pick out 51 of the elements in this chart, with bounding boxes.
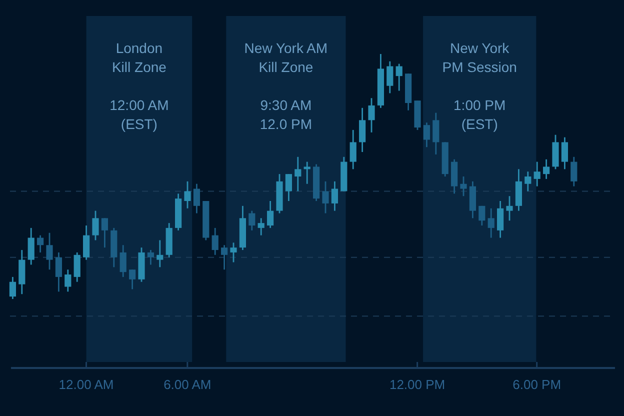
candlestick	[248, 210, 256, 232]
candlestick	[230, 242, 237, 263]
candlestick	[432, 112, 440, 156]
candlestick	[46, 232, 53, 270]
x-tick-label: 12.00 AM	[58, 377, 114, 392]
candlestick	[258, 217, 264, 236]
candlestick	[304, 161, 310, 185]
candlestick	[212, 227, 218, 256]
candlestick	[184, 180, 191, 210]
candlestick	[524, 170, 532, 192]
candlestick	[478, 205, 486, 226]
candlestick	[506, 195, 513, 222]
x-tick-label: 6.00 PM	[512, 377, 562, 392]
candlestick	[543, 158, 550, 180]
text: New York PM Session 1:00 PM (EST)	[442, 40, 517, 132]
candlestick	[147, 249, 154, 266]
candlestick	[322, 180, 329, 214]
candlestick	[534, 161, 540, 187]
candlestick	[368, 97, 375, 134]
candlestick	[120, 244, 126, 278]
candlestick	[221, 244, 228, 270]
candlestick	[350, 129, 356, 170]
candlestick	[570, 156, 578, 187]
candlestick	[92, 210, 99, 241]
candlestick	[129, 268, 136, 290]
candlestick	[64, 268, 72, 292]
candlestick	[331, 180, 338, 212]
candlestick	[285, 173, 292, 202]
text: London Kill Zone 12:00 AM (EST)	[110, 40, 169, 132]
candlestick	[267, 200, 274, 229]
candlestick	[83, 224, 90, 260]
candlestick	[561, 136, 568, 170]
candlestick	[156, 240, 164, 268]
candlestick	[460, 176, 467, 197]
candlestick	[423, 122, 430, 148]
candlestick	[497, 200, 504, 238]
candlestick	[359, 107, 366, 153]
candlestick	[193, 183, 200, 214]
candlestick	[28, 227, 34, 266]
x-tick-label: 6.00 AM	[164, 377, 212, 392]
candlestick	[386, 60, 394, 94]
candlestick	[101, 217, 108, 248]
candlestick	[37, 234, 44, 254]
candlestick	[396, 63, 402, 92]
candlestick	[55, 252, 62, 292]
candlestick	[9, 276, 16, 300]
candlestick	[488, 208, 494, 238]
text: New York AM Kill Zone 9:30 AM 12.0 PM	[244, 40, 328, 132]
candlestick	[74, 252, 80, 283]
candlestick	[294, 156, 302, 192]
x-tick-label: 12.00 PM	[389, 377, 446, 392]
